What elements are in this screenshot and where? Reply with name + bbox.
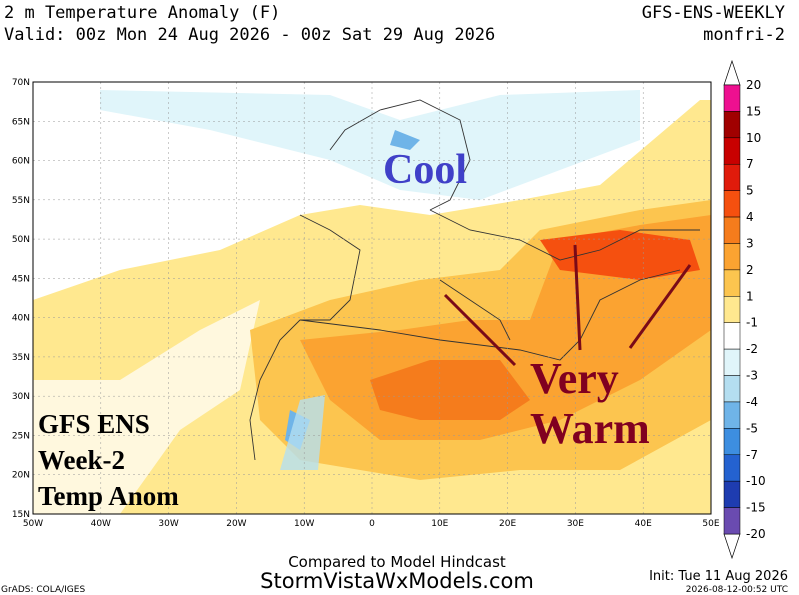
- colorbar-label: -20: [746, 527, 766, 541]
- colorbar-label: 7: [746, 157, 754, 171]
- lat-label: 45N: [12, 274, 30, 284]
- colorbar-end: [723, 533, 741, 560]
- left-label: Temp Anom: [38, 481, 179, 511]
- colorbar-label: -7: [746, 448, 758, 462]
- colorbar-swatch: [723, 480, 741, 508]
- colorbar-label: -4: [746, 395, 758, 409]
- lon-label: 10E: [431, 519, 448, 529]
- lon-label: 20E: [499, 519, 516, 529]
- colorbar-swatch: [723, 507, 741, 535]
- colorbar-label: 15: [746, 104, 761, 118]
- left-label: GFS ENS: [38, 409, 150, 439]
- lat-label: 60N: [12, 157, 30, 167]
- lon-label: 50E: [702, 519, 719, 529]
- site: StormVistaWxModels.com: [260, 569, 534, 593]
- init: Init: Tue 11 Aug 2026: [649, 569, 788, 584]
- lat-label: 30N: [12, 392, 30, 402]
- map-frame: [32, 81, 712, 515]
- lon-label: 40E: [635, 519, 652, 529]
- valid: Valid: 00z Mon 24 Aug 2026 - 00z Sat 29 …: [4, 25, 495, 45]
- colorbar-swatch: [723, 190, 741, 218]
- colorbar-swatch: [723, 163, 741, 191]
- colorbar-swatch: [723, 296, 741, 323]
- lat-label: 15N: [12, 510, 30, 520]
- colorbar-swatch: [723, 348, 741, 376]
- lon-label: 0: [369, 519, 375, 529]
- lat-label: 50N: [12, 235, 30, 245]
- stamp: 2026-08-12-00:52 UTC: [686, 585, 788, 595]
- colorbar-label: 10: [746, 131, 761, 145]
- grads: GrADS: COLA/IGES: [1, 585, 85, 595]
- colorbar-label: 4: [746, 210, 754, 224]
- warm-label: Warm: [530, 404, 650, 453]
- lon-label: 50W: [23, 519, 43, 529]
- lon-label: 10W: [294, 519, 314, 529]
- colorbar-label: -3: [746, 369, 758, 383]
- lat-label: 40N: [12, 314, 30, 324]
- colorbar-swatch: [723, 84, 741, 112]
- colorbar-label: 20: [746, 78, 761, 92]
- lon-label: 40W: [91, 519, 111, 529]
- arrows: [443, 244, 692, 367]
- lat-label: 25N: [12, 431, 30, 441]
- colorbar-swatch: [723, 428, 741, 456]
- model: GFS-ENS-WEEKLY: [642, 3, 785, 23]
- lat-label: 55N: [12, 196, 30, 206]
- colorbar-swatch: [723, 375, 741, 403]
- product: monfri-2: [703, 25, 785, 45]
- colorbar-label: 1: [746, 289, 754, 303]
- colorbar-label: -5: [746, 421, 758, 435]
- very-label: Very: [530, 354, 619, 403]
- colorbar-swatch: [723, 269, 741, 297]
- colorbar-label: -15: [746, 501, 766, 515]
- colorbar-swatch: [723, 322, 741, 350]
- lat-label: 20N: [12, 471, 30, 481]
- colorbar-label: -1: [746, 316, 758, 330]
- title: 2 m Temperature Anomaly (F): [4, 3, 280, 23]
- lon-label: 30E: [567, 519, 584, 529]
- lon-label: 30W: [158, 519, 178, 529]
- left-label: Week-2: [38, 445, 125, 475]
- map-field: [33, 82, 711, 514]
- colorbar-label: 2: [746, 263, 754, 277]
- colorbar-swatch: [723, 401, 741, 429]
- colorbar-swatch: [723, 216, 741, 244]
- lat-label: 70N: [12, 78, 30, 88]
- cool-label: Cool: [383, 147, 467, 193]
- colorbar-end: [723, 59, 741, 86]
- colorbar-swatch: [723, 137, 741, 165]
- colorbar-swatch: [723, 454, 741, 482]
- colorbar-label: -10: [746, 474, 766, 488]
- colorbar-swatch: [723, 243, 741, 271]
- colorbar-label: 3: [746, 236, 754, 250]
- colorbar-label: 5: [746, 184, 754, 198]
- compared: Compared to Model Hindcast: [288, 553, 506, 571]
- colorbar-label: -2: [746, 342, 758, 356]
- colorbar-swatch: [723, 111, 741, 139]
- lat-label: 35N: [12, 353, 30, 363]
- lat-label: 65N: [12, 117, 30, 127]
- lon-label: 20W: [226, 519, 246, 529]
